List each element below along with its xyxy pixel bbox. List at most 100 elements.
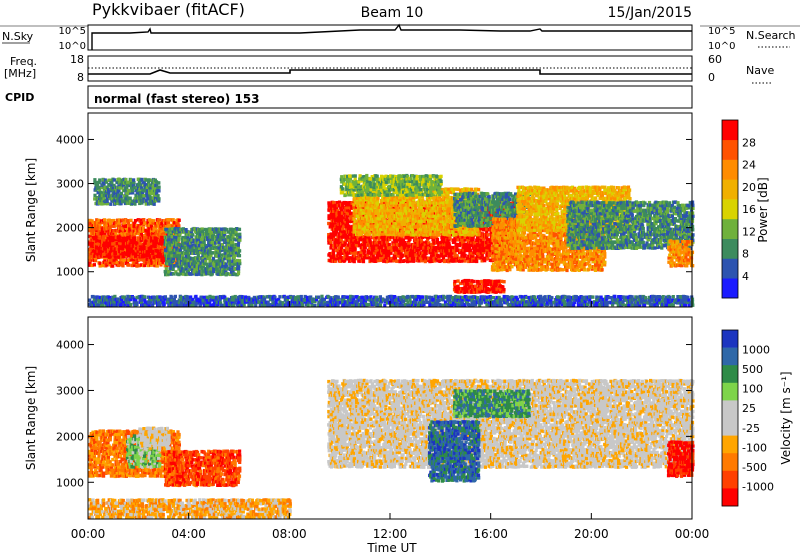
scatter-cell [187, 262, 191, 266]
scatter-cell [112, 189, 117, 193]
scatter-cell [196, 254, 200, 258]
scatter-cell [168, 254, 172, 258]
scatter-cell [89, 231, 93, 236]
cpid-label: CPID [5, 91, 34, 104]
scatter-cell [340, 211, 345, 215]
scatter-cell [201, 238, 205, 242]
noise-tick-right-top: 10^5 [708, 26, 735, 37]
scatter-cell [107, 191, 111, 195]
scatter-cell [124, 228, 128, 233]
scatter-cell [375, 256, 379, 260]
scatter-cell [448, 236, 452, 240]
scatter-cell [94, 181, 98, 185]
scatter-cell [345, 217, 349, 221]
scatter-cell [123, 259, 128, 263]
scatter-cell [88, 223, 92, 228]
scatter-cell [175, 262, 179, 266]
scatter-cell [184, 267, 188, 271]
scatter-cell [214, 241, 218, 245]
scatter-cell [367, 236, 371, 240]
scatter-cell [95, 254, 99, 259]
scatter-cell [95, 244, 99, 248]
scatter-cell [92, 249, 96, 253]
scatter-cell [327, 214, 331, 218]
scatter-cell [335, 201, 339, 205]
scatter-cell [122, 184, 126, 188]
scatter-cell [427, 256, 431, 261]
scatter-cell [217, 240, 221, 244]
scatter-cell [126, 196, 130, 200]
scatter-cell [337, 204, 342, 208]
scatter-cell [160, 245, 164, 250]
scatter-cell [336, 227, 340, 231]
scatter-cell [205, 265, 209, 269]
scatter-cell [408, 257, 412, 261]
scatter-cell [215, 227, 219, 232]
scatter-cell [150, 219, 154, 223]
scatter-cell [107, 244, 111, 248]
scatter-cell [216, 270, 220, 274]
scatter-cell [236, 271, 241, 276]
scatter-cell [111, 249, 115, 253]
scatter-cell [96, 238, 100, 243]
scatter-cell [418, 256, 422, 260]
scatter-cell [236, 258, 240, 263]
scatter-cell [416, 251, 420, 255]
scatter-cell [226, 272, 230, 276]
scatter-cell [98, 229, 102, 233]
scatter-cell [236, 246, 240, 250]
scatter-cell [199, 264, 203, 269]
scatter-cell [200, 266, 204, 270]
scatter-cell [334, 203, 338, 208]
scatter-cell [424, 249, 428, 253]
scatter-cell [145, 191, 149, 195]
scatter-cell [159, 226, 163, 231]
scatter-cell [436, 254, 441, 258]
scatter-cell [136, 189, 140, 193]
scatter-cell [198, 246, 202, 251]
scatter-cell [227, 248, 231, 252]
scatter-cell [380, 235, 384, 239]
scatter-cell [412, 235, 416, 239]
scatter-cell [204, 244, 208, 248]
scatter-cell [432, 256, 436, 261]
scatter-cell [214, 230, 218, 234]
scatter-cell [164, 272, 168, 277]
scatter-cell [338, 254, 342, 258]
scatter-cell [199, 261, 203, 265]
scatter-cell [205, 262, 209, 266]
scatter-cell [210, 269, 214, 273]
scatter-cell [350, 203, 354, 207]
scatter-cell [129, 242, 133, 246]
scatter-cell [193, 259, 197, 263]
scatter-cell [132, 263, 136, 267]
scatter-cell [135, 223, 139, 228]
scatter-cell [355, 244, 359, 248]
scatter-cell [447, 241, 451, 245]
scatter-cell [125, 226, 129, 230]
scatter-cell [178, 229, 182, 234]
scatter-cell [141, 229, 146, 233]
scatter-cell [128, 196, 132, 200]
scatter-cell [170, 224, 174, 228]
scatter-cell [438, 259, 442, 263]
scatter-cell [221, 237, 226, 242]
scatter-cell [111, 260, 115, 264]
scatter-cell [388, 237, 392, 241]
scatter-cell [356, 235, 360, 239]
scatter-cell [190, 235, 194, 239]
scatter-cell [407, 243, 411, 247]
scatter-cell [174, 270, 178, 274]
scatter-cell [211, 256, 216, 261]
scatter-cell [131, 191, 135, 195]
scatter-cell [157, 181, 161, 185]
scatter-cell [98, 264, 102, 268]
scatter-cell [337, 200, 342, 204]
noise-tick-left-top: 10^5 [59, 26, 86, 37]
scatter-cell [149, 252, 153, 256]
scatter-cell [142, 258, 146, 263]
scatter-cell [210, 241, 214, 245]
scatter-cell [158, 229, 162, 234]
scatter-cell [353, 246, 357, 251]
scatter-cell [331, 251, 336, 255]
